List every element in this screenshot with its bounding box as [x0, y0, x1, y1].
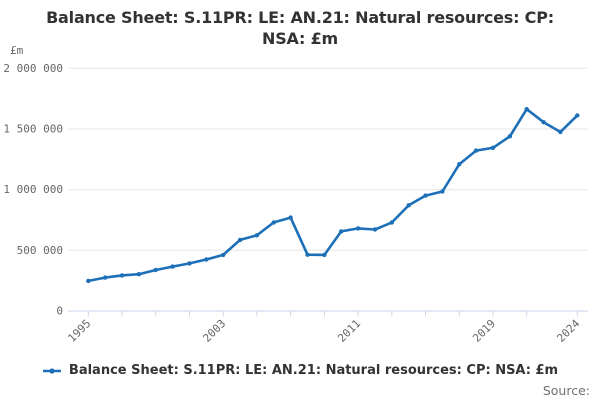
- chart-title: Balance Sheet: S.11PR: LE: AN.21: Natura…: [0, 7, 600, 49]
- source-text: Source:: [542, 383, 590, 398]
- data-point-marker[interactable]: [305, 252, 310, 257]
- data-point-marker[interactable]: [322, 252, 327, 258]
- data-point-marker[interactable]: [170, 264, 175, 269]
- chart-title-line2: NSA: £m: [262, 29, 338, 48]
- legend-label: Balance Sheet: S.11PR: LE: AN.21: Natura…: [68, 363, 559, 378]
- data-point-marker[interactable]: [558, 129, 563, 135]
- data-point-marker[interactable]: [288, 215, 293, 220]
- data-point-marker[interactable]: [440, 189, 445, 194]
- data-point-marker[interactable]: [457, 162, 462, 167]
- data-point-marker[interactable]: [86, 278, 91, 284]
- data-point-marker[interactable]: [541, 120, 546, 125]
- data-point-marker[interactable]: [372, 227, 378, 232]
- data-point-marker[interactable]: [103, 275, 108, 280]
- data-point-marker[interactable]: [473, 148, 479, 153]
- data-point-marker[interactable]: [119, 273, 125, 278]
- x-axis-label: 2019: [470, 317, 498, 345]
- y-axis-label: 2 000 000: [3, 62, 63, 75]
- data-point-marker[interactable]: [339, 229, 344, 234]
- data-point-marker[interactable]: [187, 261, 192, 266]
- y-axis-label: 1 500 000: [3, 123, 63, 136]
- data-point-marker[interactable]: [204, 257, 209, 262]
- chart-title-line1: Balance Sheet: S.11PR: LE: AN.21: Natura…: [46, 8, 554, 27]
- y-axis-unit-label: £m: [10, 44, 24, 57]
- data-point-marker[interactable]: [575, 113, 580, 118]
- data-point-marker[interactable]: [254, 233, 260, 238]
- data-point-marker[interactable]: [153, 267, 158, 273]
- legend-item[interactable]: Balance Sheet: S.11PR: LE: AN.21: Natura…: [0, 363, 600, 378]
- x-axis-label: 2003: [200, 317, 228, 345]
- y-axis-label: 500 000: [17, 244, 63, 257]
- data-point-marker[interactable]: [524, 107, 529, 112]
- data-point-marker[interactable]: [507, 134, 513, 139]
- data-point-marker[interactable]: [271, 220, 276, 225]
- y-axis-label: 1 000 000: [3, 183, 63, 196]
- x-axis-label: 2011: [335, 317, 363, 345]
- data-point-marker[interactable]: [490, 145, 496, 150]
- series-line[interactable]: [87, 107, 579, 283]
- data-point-marker[interactable]: [221, 252, 226, 258]
- data-point-marker[interactable]: [406, 203, 411, 208]
- data-point-marker[interactable]: [389, 220, 394, 225]
- data-point-marker[interactable]: [136, 272, 142, 277]
- data-point-marker[interactable]: [423, 193, 428, 198]
- x-axis-label: 1995: [65, 317, 93, 345]
- data-point-marker[interactable]: [237, 237, 243, 243]
- legend-line-marker-icon: [42, 367, 61, 374]
- data-point-marker[interactable]: [355, 226, 361, 231]
- y-axis-label: 0: [56, 305, 63, 318]
- x-axis-label: 2024: [554, 317, 582, 345]
